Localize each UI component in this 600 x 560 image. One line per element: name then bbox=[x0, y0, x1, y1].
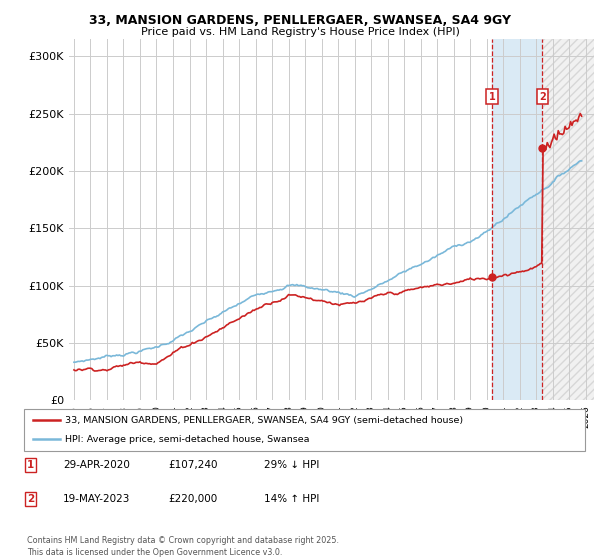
Text: 33, MANSION GARDENS, PENLLERGAER, SWANSEA, SA4 9GY: 33, MANSION GARDENS, PENLLERGAER, SWANSE… bbox=[89, 14, 511, 27]
Text: Contains HM Land Registry data © Crown copyright and database right 2025.
This d: Contains HM Land Registry data © Crown c… bbox=[27, 536, 339, 557]
Text: 29-APR-2020: 29-APR-2020 bbox=[63, 460, 130, 470]
Text: Price paid vs. HM Land Registry's House Price Index (HPI): Price paid vs. HM Land Registry's House … bbox=[140, 27, 460, 37]
Text: 1: 1 bbox=[27, 460, 34, 470]
Text: 19-MAY-2023: 19-MAY-2023 bbox=[63, 494, 130, 504]
Text: HPI: Average price, semi-detached house, Swansea: HPI: Average price, semi-detached house,… bbox=[65, 435, 310, 444]
Text: 33, MANSION GARDENS, PENLLERGAER, SWANSEA, SA4 9GY (semi-detached house): 33, MANSION GARDENS, PENLLERGAER, SWANSE… bbox=[65, 416, 463, 424]
Text: £220,000: £220,000 bbox=[168, 494, 217, 504]
Bar bbox=[492, 39, 542, 400]
Text: 14% ↑ HPI: 14% ↑ HPI bbox=[264, 494, 319, 504]
Text: 1: 1 bbox=[489, 91, 496, 101]
Bar bbox=[542, 39, 594, 400]
Text: £107,240: £107,240 bbox=[168, 460, 218, 470]
Text: 2: 2 bbox=[27, 494, 34, 504]
Text: 2: 2 bbox=[539, 91, 546, 101]
Text: 29% ↓ HPI: 29% ↓ HPI bbox=[264, 460, 319, 470]
